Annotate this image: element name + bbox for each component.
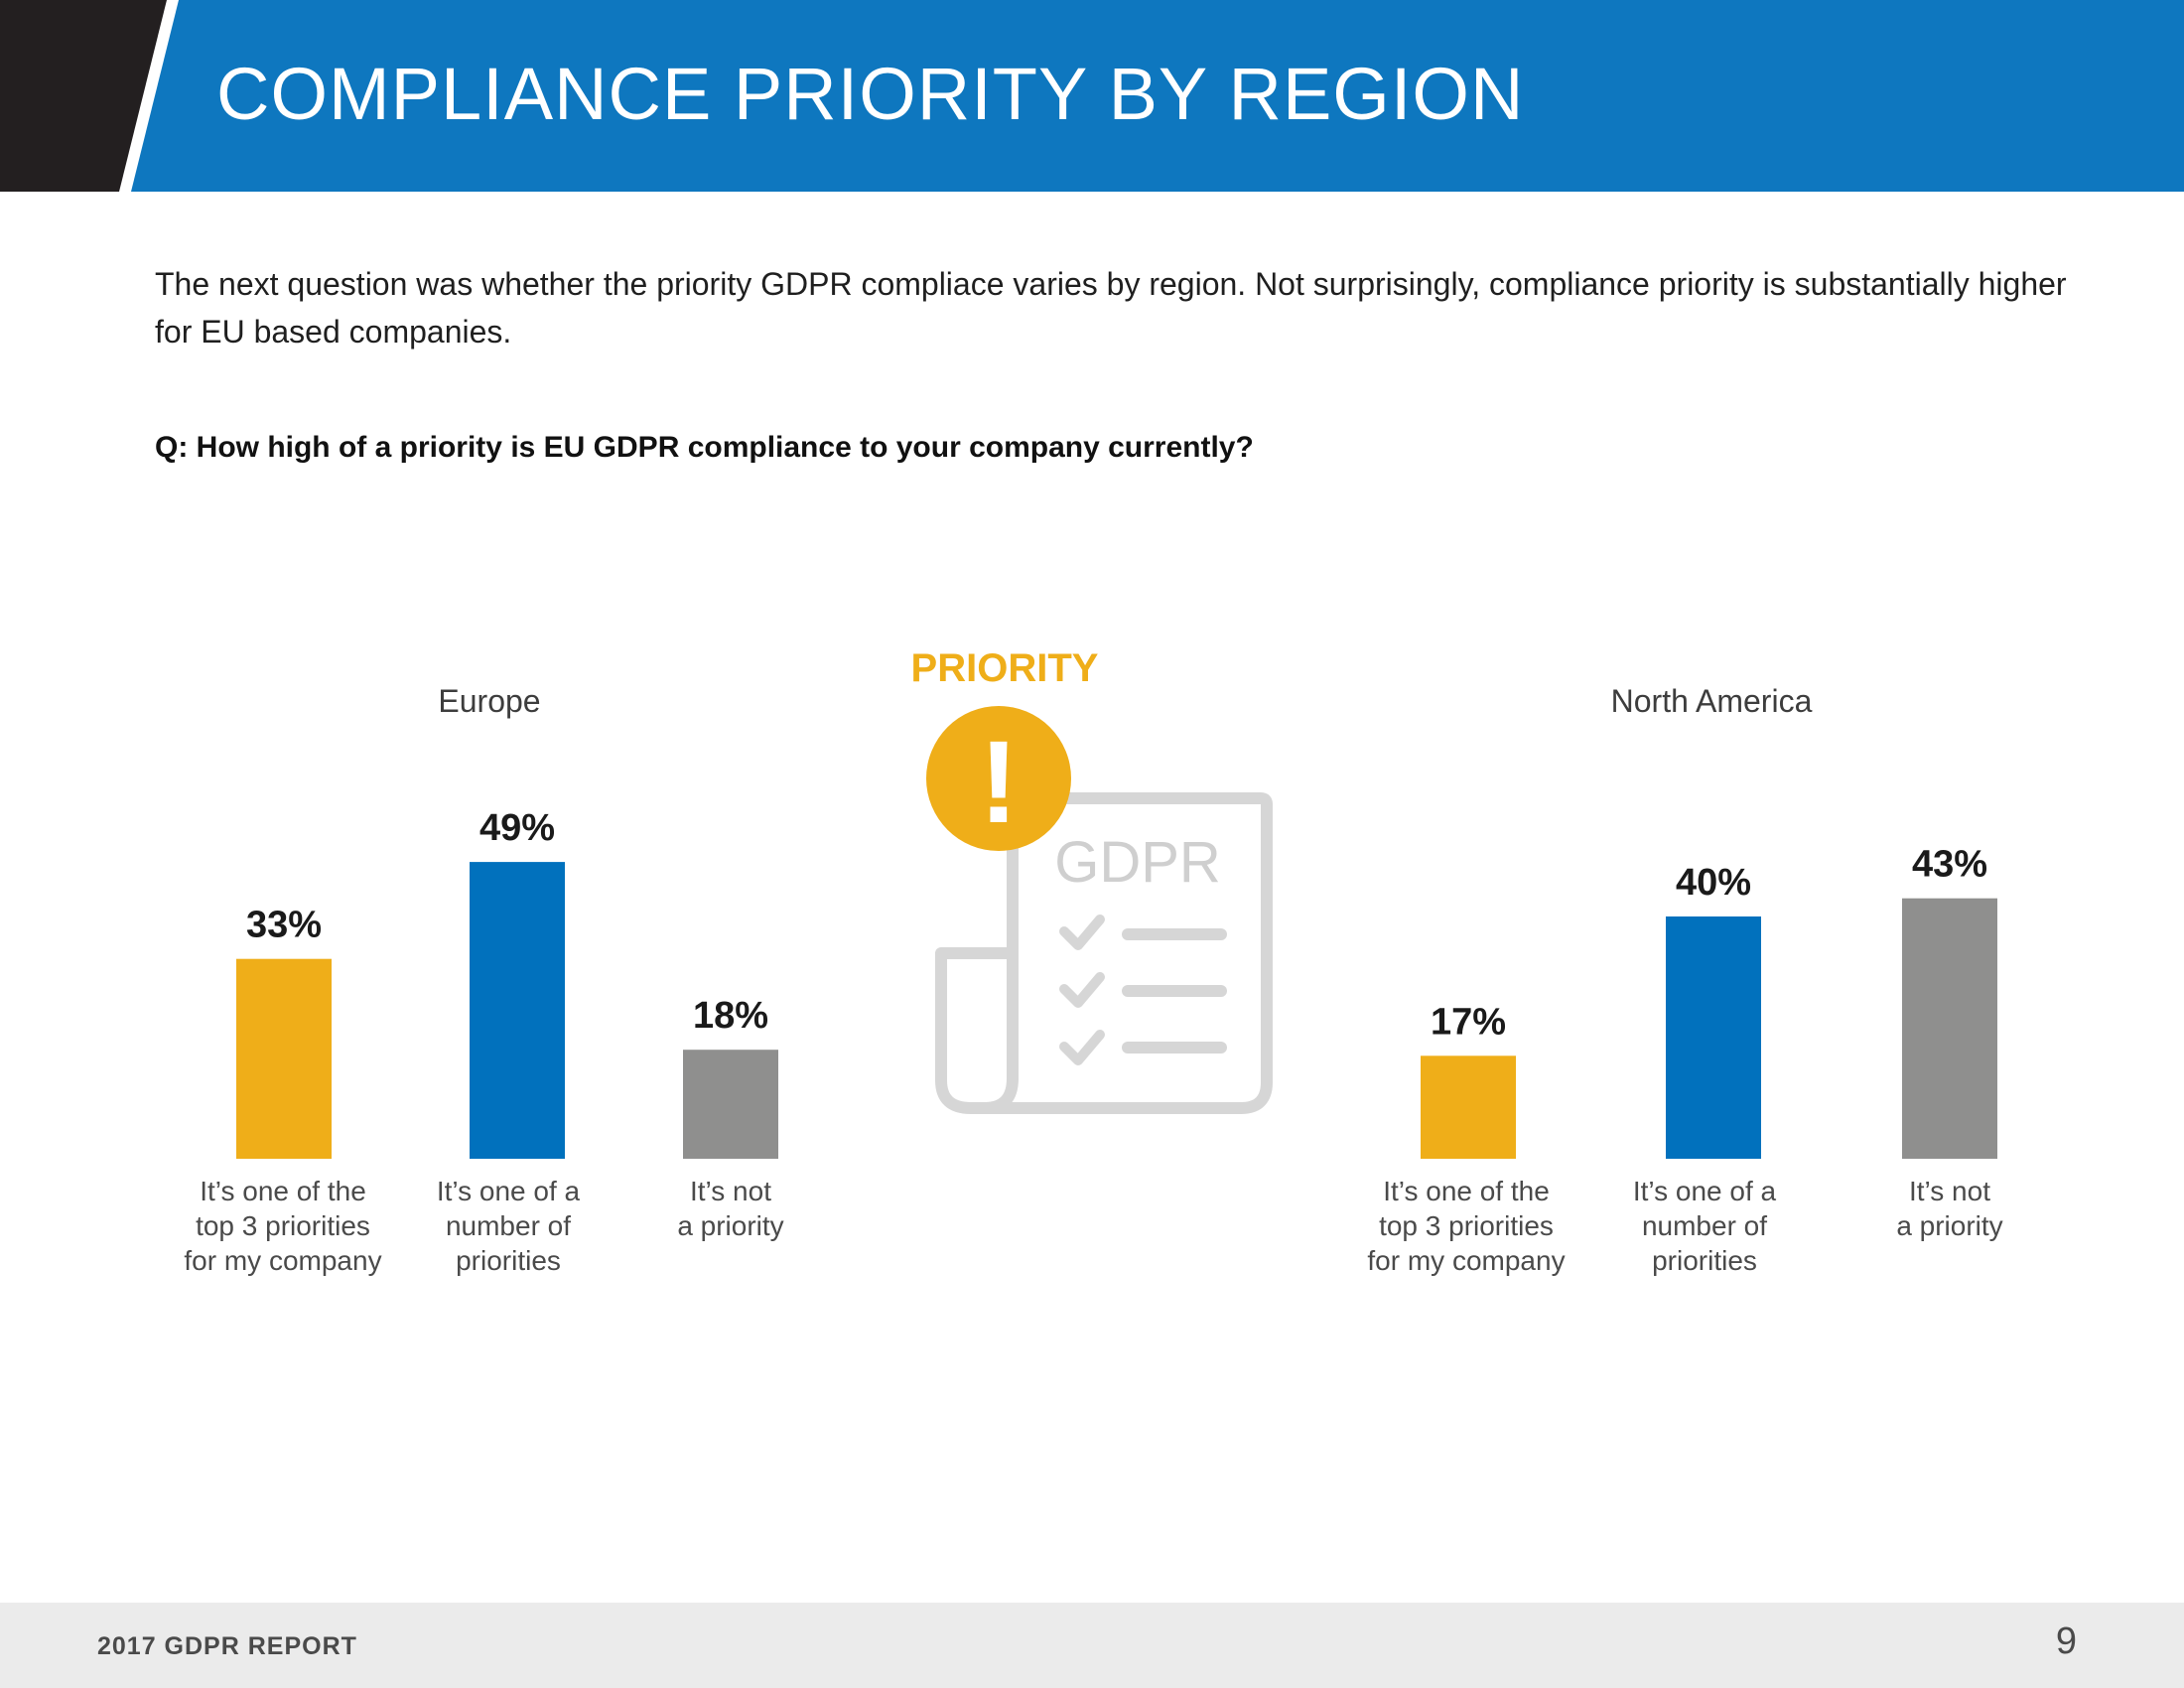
- category-label: It’s one of the: [200, 1176, 366, 1206]
- category-label: It’s not: [1909, 1176, 1990, 1206]
- header-dark-block: [0, 0, 167, 192]
- check-icon: [1059, 972, 1105, 1008]
- check-icon: [1059, 1030, 1105, 1065]
- category-label: It’s one of the: [1383, 1176, 1550, 1206]
- category-label: It’s one of a: [437, 1176, 581, 1206]
- checklist-item-1: [1059, 914, 1227, 950]
- category-label: for my company: [1367, 1245, 1565, 1276]
- category-label: a priority: [677, 1210, 783, 1241]
- priority-label: PRIORITY: [911, 646, 1099, 690]
- bar: [1666, 916, 1761, 1159]
- category-label: a priority: [1896, 1210, 2002, 1241]
- document-outline: [979, 792, 1273, 1114]
- region-title: Europe: [438, 683, 540, 719]
- bar-value-label: 33%: [246, 905, 322, 946]
- category-label: It’s one of a: [1633, 1176, 1777, 1206]
- header-banner: COMPLIANCE PRIORITY BY REGION: [0, 0, 2184, 192]
- category-label: top 3 priorities: [196, 1210, 370, 1241]
- bar-value-label: 40%: [1676, 862, 1751, 904]
- bar: [236, 958, 332, 1159]
- footer-report-title: 2017 GDPR REPORT: [97, 1632, 357, 1660]
- bar: [470, 862, 565, 1159]
- bar: [1421, 1055, 1516, 1159]
- header-blue-band: [0, 0, 2184, 192]
- document-curl: [935, 947, 1019, 1114]
- bar-value-label: 18%: [693, 995, 768, 1037]
- page-title: COMPLIANCE PRIORITY BY REGION: [216, 53, 1525, 135]
- category-label: number of: [446, 1210, 571, 1241]
- checklist-item-3: [1059, 1030, 1227, 1065]
- bar: [1902, 898, 1997, 1159]
- bar-value-label: 43%: [1912, 844, 1987, 886]
- check-icon: [1059, 914, 1105, 950]
- document-gdpr-text: GDPR: [1054, 830, 1221, 895]
- category-label: top 3 priorities: [1379, 1210, 1554, 1241]
- category-label: for my company: [184, 1245, 381, 1276]
- bar-value-label: 17%: [1431, 1001, 1506, 1043]
- bar-value-label: 49%: [479, 807, 555, 849]
- intro-paragraph: The next question was whether the priori…: [155, 266, 2067, 350]
- category-label: It’s not: [690, 1176, 771, 1206]
- alert-circle-icon: [926, 706, 1071, 851]
- region-title: North America: [1611, 683, 1813, 719]
- chart-north-america: North America 17% It’s one of the top 3 pri…: [1367, 683, 2002, 1276]
- header-shapes: [0, 0, 2184, 192]
- category-label: priorities: [1652, 1245, 1757, 1276]
- category-label: number of: [1642, 1210, 1767, 1241]
- survey-question: Q: How high of a priority is EU GDPR com…: [155, 431, 1254, 464]
- checklist-item-2: [1059, 972, 1227, 1008]
- category-label: priorities: [456, 1245, 561, 1276]
- chart-europe: Europe 33% It’s one of the top 3 priorities…: [184, 683, 783, 1276]
- footer: 2017 GDPR REPORT 9: [0, 1603, 2184, 1688]
- exclamation-icon: !: [979, 717, 1018, 848]
- bar: [683, 1050, 778, 1159]
- page-number: 9: [2055, 1620, 2077, 1662]
- gdpr-priority-infographic: PRIORITY GDPR !: [911, 646, 1273, 1114]
